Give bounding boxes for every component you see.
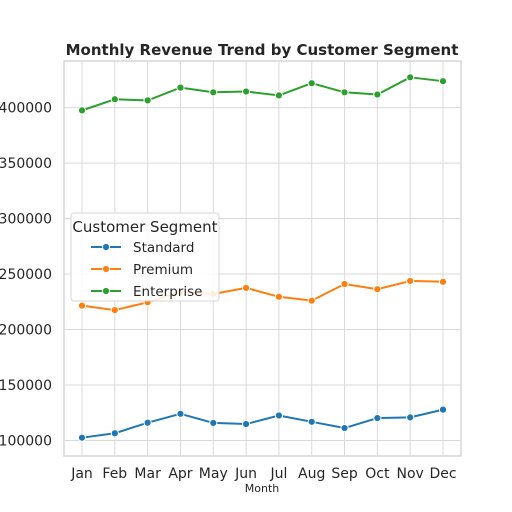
legend-title: Customer Segment xyxy=(72,218,217,236)
x-tick-label: Jun xyxy=(234,466,257,482)
x-tick-label: May xyxy=(199,466,228,482)
series-line xyxy=(81,408,444,439)
y-axis-ticks: 100000 150000 200000 250000 300000 350000 4000… xyxy=(0,101,52,450)
x-axis-ticks: Jan Feb Mar Apr May Jun Jul Aug Sep Oct Nov Dec xyxy=(70,466,456,482)
y-tick-label: 100000 xyxy=(0,433,52,449)
legend-label: Enterprise xyxy=(133,284,202,300)
y-tick-label: 300000 xyxy=(0,212,52,228)
data-point xyxy=(77,106,87,115)
y-tick-label: 250000 xyxy=(0,267,52,283)
data-point xyxy=(406,276,415,286)
plot-frame xyxy=(63,60,462,457)
data-point xyxy=(241,419,251,429)
data-point xyxy=(340,279,349,289)
data-point xyxy=(209,418,218,428)
data-point xyxy=(274,91,284,100)
data-point xyxy=(110,305,119,315)
data-point xyxy=(241,283,251,293)
legend-item: Enterprise xyxy=(91,284,202,300)
data-point xyxy=(274,292,284,301)
data-point xyxy=(373,90,382,99)
data-point xyxy=(406,73,415,82)
data-point xyxy=(307,79,316,88)
x-tick-label: Nov xyxy=(397,466,424,482)
data-point xyxy=(373,413,382,423)
x-tick-label: Sep xyxy=(331,466,358,482)
data-point xyxy=(373,285,382,294)
data-point xyxy=(438,277,448,286)
data-point xyxy=(340,423,349,433)
legend-items: Standard Premium Enterprise xyxy=(91,240,202,300)
legend-marker xyxy=(101,264,111,274)
y-tick-label: 200000 xyxy=(0,323,52,339)
legend-box xyxy=(70,212,220,302)
x-tick-label: Apr xyxy=(168,466,192,482)
x-tick-label: Dec xyxy=(429,466,456,482)
series-line xyxy=(81,279,444,312)
data-point xyxy=(307,417,316,426)
x-tick-label: Feb xyxy=(102,466,127,482)
legend-label: Premium xyxy=(133,262,193,278)
data-point xyxy=(110,429,119,438)
series-standard xyxy=(77,405,448,442)
series-line xyxy=(81,76,444,112)
series-layer xyxy=(77,73,448,442)
data-point xyxy=(406,413,415,422)
legend-item: Premium xyxy=(91,262,193,278)
data-point xyxy=(143,418,152,427)
x-axis-label: Month xyxy=(245,482,280,495)
data-point xyxy=(438,77,448,86)
data-point xyxy=(176,83,185,92)
data-point xyxy=(274,411,284,420)
chart-title: Monthly Revenue Trend by Customer Segmen… xyxy=(66,41,459,59)
x-tick-label: Jan xyxy=(70,466,93,482)
y-tick-label: 150000 xyxy=(0,378,52,394)
data-point xyxy=(143,96,152,105)
data-point xyxy=(340,88,349,97)
legend: Customer Segment Standard Premium Enterpri… xyxy=(70,212,220,302)
data-point xyxy=(110,95,119,104)
x-tick-label: Aug xyxy=(298,466,325,482)
x-tick-label: Oct xyxy=(365,466,390,482)
legend-marker xyxy=(101,242,111,252)
series-enterprise xyxy=(77,73,448,115)
data-point xyxy=(438,405,448,414)
y-tick-label: 400000 xyxy=(0,101,52,117)
legend-item: Standard xyxy=(91,240,194,256)
x-tick-label: Mar xyxy=(134,466,161,482)
y-tick-label: 350000 xyxy=(0,156,52,172)
legend-marker xyxy=(101,286,111,296)
data-point xyxy=(77,433,87,442)
x-tick-label: Jul xyxy=(269,466,287,482)
data-point xyxy=(307,296,316,305)
legend-label: Standard xyxy=(133,240,194,256)
data-point xyxy=(176,409,185,418)
data-point xyxy=(241,87,251,96)
data-point xyxy=(209,88,218,97)
data-point xyxy=(77,301,87,310)
